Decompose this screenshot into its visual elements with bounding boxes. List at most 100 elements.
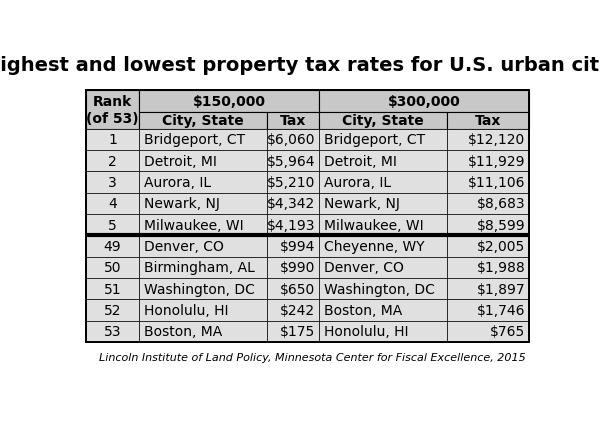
Bar bbox=[319, 257, 447, 279]
Bar bbox=[267, 321, 319, 342]
Text: $11,106: $11,106 bbox=[468, 176, 525, 190]
Text: City, State: City, State bbox=[163, 114, 244, 128]
Bar bbox=[139, 130, 267, 151]
Bar bbox=[139, 321, 267, 342]
Bar bbox=[267, 112, 319, 130]
Bar bbox=[447, 279, 529, 300]
Text: Boston, MA: Boston, MA bbox=[324, 303, 402, 317]
Text: 3: 3 bbox=[108, 176, 117, 190]
Text: $4,342: $4,342 bbox=[267, 197, 315, 211]
Text: Detroit, MI: Detroit, MI bbox=[144, 154, 217, 168]
Bar bbox=[86, 279, 139, 300]
Text: $5,210: $5,210 bbox=[267, 176, 315, 190]
Text: Honolulu, HI: Honolulu, HI bbox=[324, 325, 408, 339]
Text: $1,988: $1,988 bbox=[476, 261, 525, 275]
Text: Milwaukee, WI: Milwaukee, WI bbox=[144, 218, 244, 232]
Bar bbox=[139, 151, 267, 172]
Text: Aurora, IL: Aurora, IL bbox=[144, 176, 211, 190]
Text: $6,060: $6,060 bbox=[267, 133, 315, 147]
Text: 2: 2 bbox=[108, 154, 117, 168]
Text: Birmingham, AL: Birmingham, AL bbox=[144, 261, 255, 275]
Text: $4,193: $4,193 bbox=[267, 218, 315, 232]
Bar bbox=[86, 151, 139, 172]
Bar bbox=[447, 300, 529, 321]
Text: $1,897: $1,897 bbox=[476, 282, 525, 296]
Bar bbox=[319, 279, 447, 300]
Bar bbox=[267, 300, 319, 321]
Bar bbox=[86, 172, 139, 193]
Text: 1: 1 bbox=[108, 133, 117, 147]
Bar bbox=[267, 151, 319, 172]
Bar bbox=[86, 236, 139, 257]
Text: Denver, CO: Denver, CO bbox=[144, 239, 224, 253]
Bar bbox=[447, 130, 529, 151]
Text: $12,120: $12,120 bbox=[468, 133, 525, 147]
Bar bbox=[267, 193, 319, 215]
Text: $11,929: $11,929 bbox=[468, 154, 525, 168]
Bar bbox=[447, 112, 529, 130]
Bar bbox=[319, 300, 447, 321]
Text: Washington, DC: Washington, DC bbox=[144, 282, 255, 296]
Text: $175: $175 bbox=[280, 325, 315, 339]
Bar bbox=[86, 193, 139, 215]
Text: $150,000: $150,000 bbox=[193, 95, 266, 109]
Bar bbox=[267, 130, 319, 151]
Text: Highest and lowest property tax rates for U.S. urban cities: Highest and lowest property tax rates fo… bbox=[0, 56, 600, 75]
Bar bbox=[86, 130, 139, 151]
Text: $8,599: $8,599 bbox=[476, 218, 525, 232]
Text: Milwaukee, WI: Milwaukee, WI bbox=[324, 218, 424, 232]
Bar bbox=[447, 257, 529, 279]
Bar bbox=[267, 257, 319, 279]
Text: 5: 5 bbox=[108, 218, 117, 232]
Text: Cheyenne, WY: Cheyenne, WY bbox=[324, 239, 424, 253]
Text: Newark, NJ: Newark, NJ bbox=[144, 197, 220, 211]
Bar bbox=[447, 172, 529, 193]
Bar bbox=[86, 257, 139, 279]
Bar bbox=[447, 193, 529, 215]
Text: $8,683: $8,683 bbox=[476, 197, 525, 211]
Text: Newark, NJ: Newark, NJ bbox=[324, 197, 400, 211]
Bar bbox=[319, 112, 447, 130]
Bar bbox=[139, 257, 267, 279]
Bar bbox=[267, 236, 319, 257]
Text: $990: $990 bbox=[280, 261, 315, 275]
Text: 4: 4 bbox=[108, 197, 117, 211]
Text: 52: 52 bbox=[104, 303, 121, 317]
Bar bbox=[319, 193, 447, 215]
Text: Bridgeport, CT: Bridgeport, CT bbox=[144, 133, 245, 147]
Text: Boston, MA: Boston, MA bbox=[144, 325, 222, 339]
Bar bbox=[86, 91, 529, 342]
Text: 49: 49 bbox=[104, 239, 121, 253]
Bar bbox=[319, 130, 447, 151]
Bar bbox=[267, 279, 319, 300]
Bar bbox=[319, 236, 447, 257]
Text: Aurora, IL: Aurora, IL bbox=[324, 176, 391, 190]
Text: $242: $242 bbox=[280, 303, 315, 317]
Text: 53: 53 bbox=[104, 325, 121, 339]
Text: Lincoln Institute of Land Policy, Minnesota Center for Fiscal Excellence, 2015: Lincoln Institute of Land Policy, Minnes… bbox=[98, 353, 525, 363]
Bar bbox=[139, 112, 267, 130]
Text: Detroit, MI: Detroit, MI bbox=[324, 154, 397, 168]
Bar bbox=[86, 321, 139, 342]
Bar bbox=[319, 321, 447, 342]
Text: $2,005: $2,005 bbox=[477, 239, 525, 253]
Bar bbox=[447, 321, 529, 342]
Bar bbox=[139, 172, 267, 193]
Text: Denver, CO: Denver, CO bbox=[324, 261, 404, 275]
Bar bbox=[447, 236, 529, 257]
Text: Bridgeport, CT: Bridgeport, CT bbox=[324, 133, 425, 147]
Text: 50: 50 bbox=[104, 261, 121, 275]
Text: $300,000: $300,000 bbox=[388, 95, 461, 109]
Bar bbox=[267, 172, 319, 193]
Text: City, State: City, State bbox=[342, 114, 424, 128]
Text: Tax: Tax bbox=[280, 114, 307, 128]
Bar bbox=[86, 300, 139, 321]
Bar bbox=[139, 236, 267, 257]
Text: $650: $650 bbox=[280, 282, 315, 296]
Bar bbox=[267, 215, 319, 236]
Text: Tax: Tax bbox=[475, 114, 501, 128]
Bar bbox=[86, 91, 529, 342]
Bar bbox=[447, 151, 529, 172]
Text: $5,964: $5,964 bbox=[267, 154, 315, 168]
Bar bbox=[319, 215, 447, 236]
